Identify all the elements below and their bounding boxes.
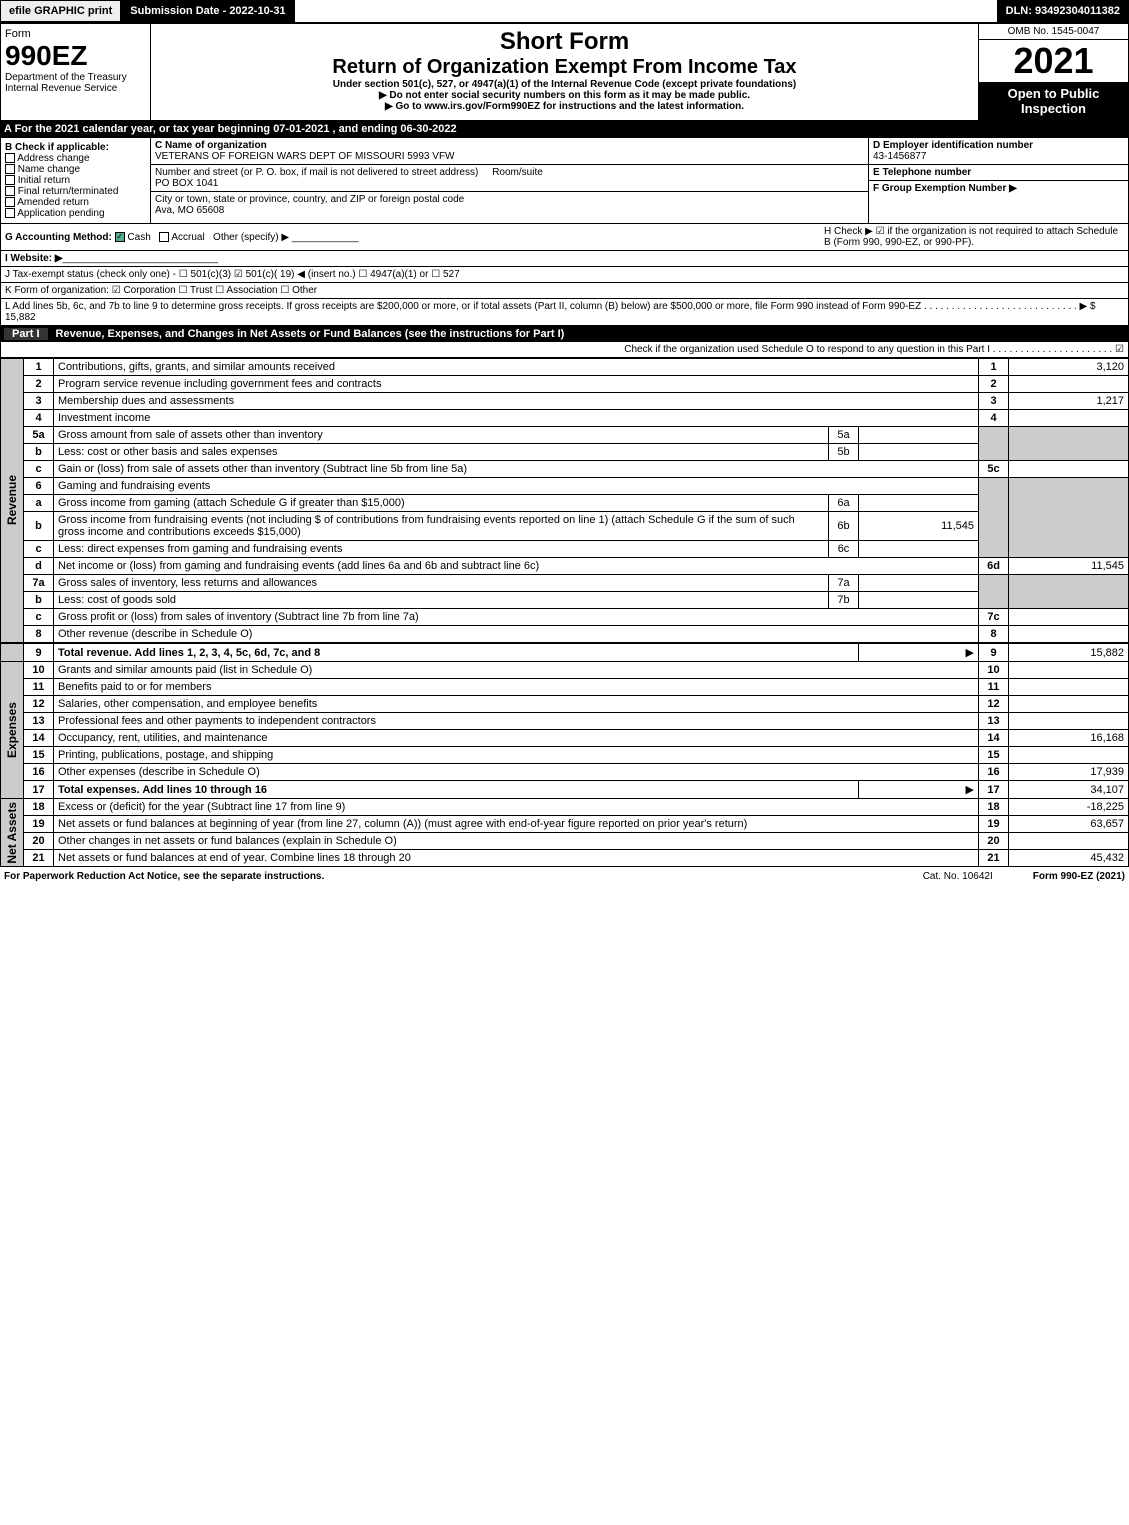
form-header: Form 990EZ Department of the Treasury In… xyxy=(0,22,1129,121)
form-label: Form xyxy=(5,28,146,40)
inspection-badge: Open to Public Inspection xyxy=(979,82,1128,120)
telephone-block: E Telephone number xyxy=(869,165,1128,181)
line-6: 6Gaming and fundraising events xyxy=(1,478,1129,495)
form-version: Form 990-EZ (2021) xyxy=(1033,871,1125,882)
row-l: L Add lines 5b, 6c, and 7b to line 9 to … xyxy=(0,299,1129,326)
dln-tab: DLN: 93492304011382 xyxy=(997,0,1129,22)
group-exemption-block: F Group Exemption Number ▶ xyxy=(869,181,1128,196)
line-13: 13Professional fees and other payments t… xyxy=(1,713,1129,730)
line-17: 17Total expenses. Add lines 10 through 1… xyxy=(1,781,1129,799)
line-7a: 7aGross sales of inventory, less returns… xyxy=(1,575,1129,592)
chk-address-change[interactable]: Address change xyxy=(5,153,146,164)
line-8: 8Other revenue (describe in Schedule O)8 xyxy=(1,626,1129,644)
efile-tab[interactable]: efile GRAPHIC print xyxy=(0,0,121,22)
line-5a: 5aGross amount from sale of assets other… xyxy=(1,427,1129,444)
line-7c: cGross profit or (loss) from sales of in… xyxy=(1,609,1129,626)
header-right: OMB No. 1545-0047 2021 Open to Public In… xyxy=(978,24,1128,120)
header-left: Form 990EZ Department of the Treasury In… xyxy=(1,24,151,120)
row-j: J Tax-exempt status (check only one) - ☐… xyxy=(0,267,1129,283)
section-b-header: B Check if applicable: xyxy=(5,142,109,153)
chk-application-pending[interactable]: Application pending xyxy=(5,208,146,219)
revenue-label: Revenue xyxy=(5,475,19,525)
department: Department of the Treasury Internal Reve… xyxy=(5,72,146,94)
expenses-label: Expenses xyxy=(5,702,19,758)
line-19: 19Net assets or fund balances at beginni… xyxy=(1,816,1129,833)
line-11: 11Benefits paid to or for members11 xyxy=(1,679,1129,696)
org-name: VETERANS OF FOREIGN WARS DEPT OF MISSOUR… xyxy=(155,151,455,162)
subtitle: Under section 501(c), 527, or 4947(a)(1)… xyxy=(155,79,974,90)
chk-name-change[interactable]: Name change xyxy=(5,164,146,175)
line-15: 15Printing, publications, postage, and s… xyxy=(1,747,1129,764)
line-9: 9Total revenue. Add lines 1, 2, 3, 4, 5c… xyxy=(1,643,1129,662)
org-name-block: C Name of organization VETERANS OF FOREI… xyxy=(151,138,868,165)
omb-number: OMB No. 1545-0047 xyxy=(979,24,1128,40)
header-center: Short Form Return of Organization Exempt… xyxy=(151,24,978,120)
netassets-label: Net Assets xyxy=(5,802,19,864)
ein-block: D Employer identification number 43-1456… xyxy=(869,138,1128,165)
line-21: 21Net assets or fund balances at end of … xyxy=(1,850,1129,867)
city: Ava, MO 65608 xyxy=(155,205,224,216)
part1-title: Revenue, Expenses, and Changes in Net As… xyxy=(56,328,565,340)
part1-header: Part I Revenue, Expenses, and Changes in… xyxy=(0,326,1129,342)
section-b: B Check if applicable: Address change Na… xyxy=(1,138,151,223)
short-form-title: Short Form xyxy=(155,28,974,56)
line-10: Expenses 10Grants and similar amounts pa… xyxy=(1,662,1129,679)
part1-check-note: Check if the organization used Schedule … xyxy=(0,342,1129,358)
schedule-b-check: H Check ▶ ☑ if the organization is not r… xyxy=(824,226,1124,248)
part1-label: Part I xyxy=(4,328,48,340)
line-6c: cLess: direct expenses from gaming and f… xyxy=(1,541,1129,558)
section-a: A For the 2021 calendar year, or tax yea… xyxy=(0,121,1129,137)
tax-year: 2021 xyxy=(979,40,1128,82)
line-12: 12Salaries, other compensation, and empl… xyxy=(1,696,1129,713)
street: PO BOX 1041 xyxy=(155,178,218,189)
street-block: Number and street (or P. O. box, if mail… xyxy=(151,165,868,192)
lines-table: Revenue 1Contributions, gifts, grants, a… xyxy=(0,358,1129,867)
cat-number: Cat. No. 10642I xyxy=(923,871,993,882)
row-i: I Website: ▶ ___________________________… xyxy=(0,251,1129,267)
ein: 43-1456877 xyxy=(873,151,926,162)
line-6b: bGross income from fundraising events (n… xyxy=(1,512,1129,541)
ssn-note: ▶ Do not enter social security numbers o… xyxy=(155,90,974,101)
accounting-method: G Accounting Method: Cash Accrual Other … xyxy=(5,232,824,243)
submission-date-tab: Submission Date - 2022-10-31 xyxy=(121,0,294,22)
chk-initial-return[interactable]: Initial return xyxy=(5,175,146,186)
goto-note: ▶ Go to www.irs.gov/Form990EZ for instru… xyxy=(155,101,974,112)
city-block: City or town, state or province, country… xyxy=(151,192,868,218)
line-7b: bLess: cost of goods sold7b xyxy=(1,592,1129,609)
line-14: 14Occupancy, rent, utilities, and mainte… xyxy=(1,730,1129,747)
line-6d: dNet income or (loss) from gaming and fu… xyxy=(1,558,1129,575)
row-g-h: G Accounting Method: Cash Accrual Other … xyxy=(0,224,1129,251)
return-title: Return of Organization Exempt From Incom… xyxy=(155,56,974,79)
chk-amended-return[interactable]: Amended return xyxy=(5,197,146,208)
form-number: 990EZ xyxy=(5,40,146,72)
line-1: Revenue 1Contributions, gifts, grants, a… xyxy=(1,359,1129,376)
top-bar: efile GRAPHIC print Submission Date - 20… xyxy=(0,0,1129,22)
section-c: C Name of organization VETERANS OF FOREI… xyxy=(151,138,868,223)
chk-final-return[interactable]: Final return/terminated xyxy=(5,186,146,197)
paperwork-notice: For Paperwork Reduction Act Notice, see … xyxy=(4,871,324,882)
line-20: 20Other changes in net assets or fund ba… xyxy=(1,833,1129,850)
line-2: 2Program service revenue including gover… xyxy=(1,376,1129,393)
line-16: 16Other expenses (describe in Schedule O… xyxy=(1,764,1129,781)
section-d: D Employer identification number 43-1456… xyxy=(868,138,1128,223)
row-k: K Form of organization: ☑ Corporation ☐ … xyxy=(0,283,1129,299)
line-4: 4Investment income4 xyxy=(1,410,1129,427)
line-6a: aGross income from gaming (attach Schedu… xyxy=(1,495,1129,512)
line-5c: cGain or (loss) from sale of assets othe… xyxy=(1,461,1129,478)
page-footer: For Paperwork Reduction Act Notice, see … xyxy=(0,867,1129,886)
line-3: 3Membership dues and assessments31,217 xyxy=(1,393,1129,410)
line-18: Net Assets 18Excess or (deficit) for the… xyxy=(1,799,1129,816)
line-5b: bLess: cost or other basis and sales exp… xyxy=(1,444,1129,461)
info-grid: B Check if applicable: Address change Na… xyxy=(0,137,1129,224)
